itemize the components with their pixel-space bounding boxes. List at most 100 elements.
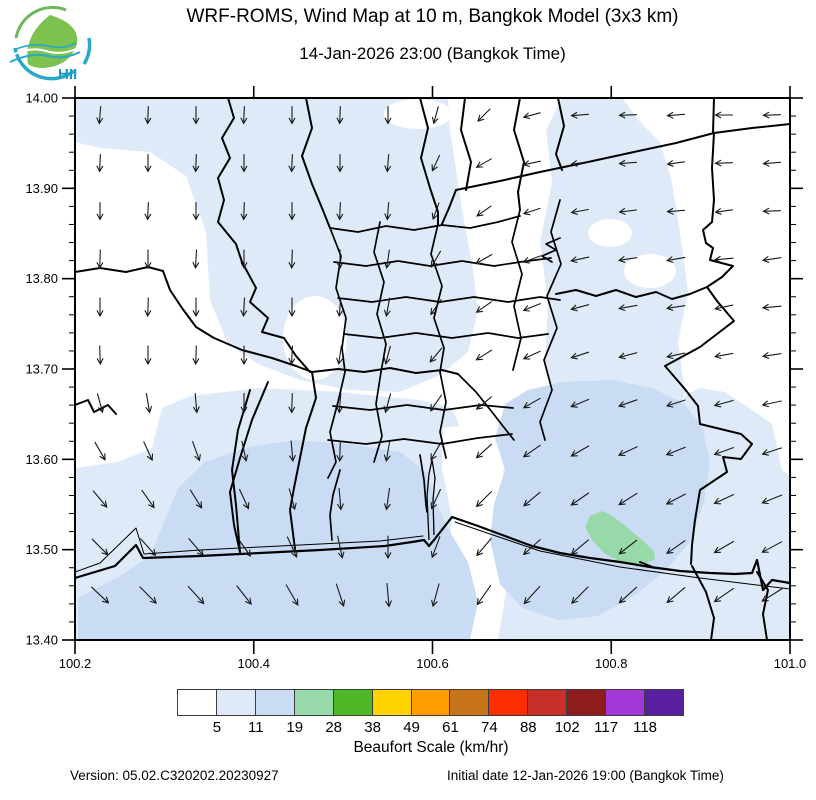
wind-arrow (91, 586, 110, 604)
wind-arrow (336, 153, 344, 173)
wind-arrow (665, 399, 686, 408)
wind-arrow (522, 539, 541, 556)
wind-arrow (665, 446, 686, 456)
wind-arrow (192, 441, 201, 462)
wind-arrow (140, 538, 157, 557)
wind-arrow (522, 350, 541, 360)
logo-blue-arc (13, 47, 76, 81)
wind-arrow (714, 304, 734, 312)
wind-arrow (336, 201, 344, 221)
y-axis-label: 13.80 (25, 271, 58, 286)
wind-arrow (430, 250, 442, 268)
wind-arrow (288, 392, 296, 414)
page-title: WRF-ROMS, Wind Map at 10 m, Bangkok Mode… (186, 6, 679, 27)
wind-arrow (336, 345, 343, 366)
wind-arrow (288, 153, 296, 173)
wind-arrow (476, 538, 492, 557)
wind-arrow (289, 440, 296, 463)
wind-arrow (239, 488, 250, 510)
legend-color-swatch (371, 689, 412, 716)
wind-arrow (336, 105, 344, 125)
wind-arrow (384, 153, 392, 173)
wind-arrow (714, 208, 733, 215)
wind-arrow (431, 202, 440, 221)
legend-tick-label: 5 (212, 719, 222, 736)
wind-arrow (337, 487, 344, 511)
wind-arrow (336, 440, 344, 463)
wind-arrow (570, 256, 590, 264)
wind-arrow (384, 105, 392, 125)
legend-tick-label: 88 (519, 719, 537, 736)
wind-arrow (618, 539, 638, 555)
wind-arrow (665, 493, 686, 505)
wind-arrow (383, 345, 391, 365)
legend-color-swatch (254, 689, 295, 716)
legend-color-swatch (644, 689, 684, 716)
wind-arrow (618, 352, 638, 360)
page-subtitle: 14-Jan-2026 23:00 (Bangkok Time) (299, 44, 566, 63)
wind-arrow (714, 111, 734, 119)
wind-arrow (475, 349, 493, 361)
wind-arrow (617, 446, 638, 457)
legend-tick-label: 117 (594, 719, 619, 736)
wind-arrow (336, 297, 344, 318)
wind-arrow (96, 105, 104, 125)
wind-arrow (240, 297, 248, 318)
wind-arrow (522, 444, 541, 458)
wind-arrow (522, 112, 541, 120)
x-axis-label: 100.2 (59, 656, 92, 671)
legend-color-swatch (215, 689, 256, 716)
district-boundaries (327, 199, 562, 541)
wind-arrow (429, 347, 443, 363)
beaufort-legend-labels: 5 11 19 28 38 49 61 74 88 102 117 118 (178, 719, 684, 736)
wind-arrow (288, 345, 296, 366)
wind-arrow (240, 345, 248, 366)
y-axis-label: 13.50 (25, 542, 58, 557)
windspeed-fill-green-patch (585, 511, 655, 565)
wind-arrow (761, 352, 782, 359)
wind-arrow (385, 582, 392, 608)
wind-arrow (431, 106, 439, 125)
wind-arrow (144, 345, 152, 366)
wind-arrow (188, 538, 204, 557)
wind-arrow (383, 440, 391, 462)
wind-arrow (288, 249, 296, 270)
wind-arrow (666, 111, 686, 119)
wind-arrow (618, 586, 638, 604)
wind-arrow (666, 207, 686, 215)
wind-arrow (430, 299, 442, 316)
legend-tick-label: 74 (481, 719, 498, 736)
wind-arrow (570, 539, 589, 555)
wind-arrow (431, 154, 441, 172)
wind-arrow (240, 249, 248, 270)
wind-arrow (240, 153, 248, 173)
legend-tick-label: 61 (442, 719, 459, 736)
y-axis-label: 14.00 (25, 91, 58, 106)
logo-green-arc (14, 5, 67, 39)
wind-arrow (477, 108, 491, 122)
legend-color-swatch (566, 689, 607, 716)
x-axis-label: 101.0 (774, 656, 807, 671)
wind-arrow (144, 249, 152, 270)
wind-arrow (144, 201, 152, 221)
legend-tick-label: 28 (325, 719, 343, 736)
wind-arrow (192, 201, 200, 221)
wind-arrow (570, 492, 590, 506)
wind-arrow (714, 159, 734, 167)
chao-phraya-river (426, 459, 436, 541)
wind-arrow (96, 249, 104, 270)
wind-arrow (430, 441, 442, 461)
wind-arrow (384, 201, 392, 221)
y-axis-label: 13.90 (25, 181, 58, 196)
wind-arrow (761, 303, 782, 311)
wind-arrow (96, 201, 104, 221)
wind-arrow (192, 105, 200, 125)
wind-arrow (476, 585, 492, 606)
wind-arrow (431, 583, 440, 608)
wind-arrow (141, 489, 155, 509)
wind-arrow (570, 304, 590, 312)
legend-tick-label: 102 (554, 719, 580, 736)
beaufort-legend-bar (177, 689, 684, 716)
logo-blue-arc-right (82, 37, 92, 65)
wind-arrow (241, 440, 249, 462)
